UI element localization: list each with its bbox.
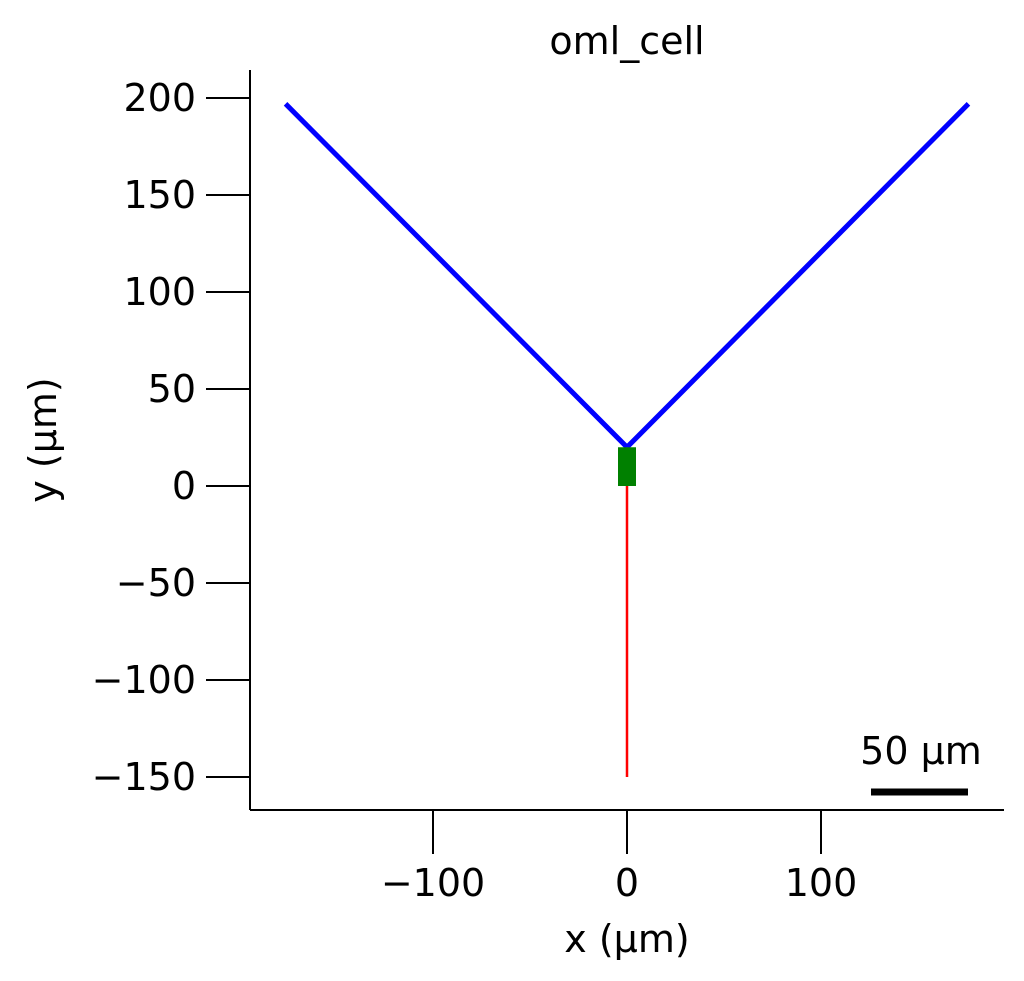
plot-series: [283, 102, 971, 777]
x-tick-label: 0: [615, 861, 639, 905]
y-tick-label: −150: [92, 755, 196, 799]
y-tick-label: 150: [123, 173, 196, 217]
y-tick-label: 0: [172, 464, 196, 508]
y-tick-label: 100: [123, 270, 196, 314]
scale-bar: 50 µm: [860, 729, 982, 796]
scale-bar-label: 50 µm: [860, 729, 982, 773]
y-axis-label: y (µm): [21, 377, 65, 502]
x-tick-label: −100: [381, 861, 485, 905]
y-tick-label: 200: [123, 76, 196, 120]
y-tick-label: −100: [92, 658, 196, 702]
y-tick-label: 50: [148, 367, 196, 411]
series-line-0: [283, 102, 629, 449]
series-line-1: [625, 102, 971, 449]
y-axis: 200 150 100 50 0 −50 −100 −150: [92, 70, 251, 810]
y-tick-label: −50: [116, 561, 196, 605]
x-axis-label: x (µm): [564, 917, 689, 961]
x-tick-label: 100: [785, 861, 858, 905]
chart-title: oml_cell: [549, 19, 704, 63]
x-axis: −100 0 100: [250, 809, 1004, 905]
